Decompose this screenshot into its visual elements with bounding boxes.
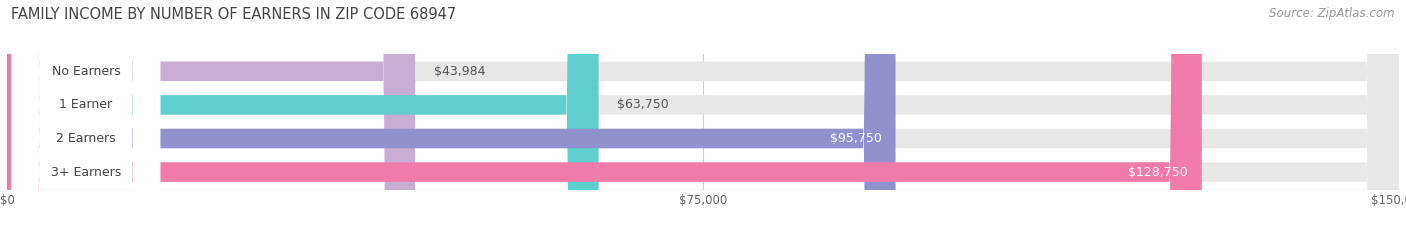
Bar bbox=[7, 155, 1399, 189]
Text: 2 Earners: 2 Earners bbox=[56, 132, 115, 145]
Text: Source: ZipAtlas.com: Source: ZipAtlas.com bbox=[1270, 7, 1395, 20]
FancyBboxPatch shape bbox=[7, 0, 415, 234]
Bar bbox=[7, 55, 1399, 88]
Text: 1 Earner: 1 Earner bbox=[59, 98, 112, 111]
FancyBboxPatch shape bbox=[7, 0, 1399, 234]
Text: FAMILY INCOME BY NUMBER OF EARNERS IN ZIP CODE 68947: FAMILY INCOME BY NUMBER OF EARNERS IN ZI… bbox=[11, 7, 457, 22]
Text: $63,750: $63,750 bbox=[617, 98, 669, 111]
FancyBboxPatch shape bbox=[7, 0, 1202, 234]
FancyBboxPatch shape bbox=[11, 0, 160, 234]
Text: No Earners: No Earners bbox=[52, 65, 121, 78]
FancyBboxPatch shape bbox=[7, 0, 1399, 234]
FancyBboxPatch shape bbox=[11, 0, 160, 234]
FancyBboxPatch shape bbox=[11, 0, 160, 234]
FancyBboxPatch shape bbox=[11, 0, 160, 234]
FancyBboxPatch shape bbox=[7, 0, 896, 234]
Text: $43,984: $43,984 bbox=[433, 65, 485, 78]
Text: 3+ Earners: 3+ Earners bbox=[51, 166, 121, 179]
FancyBboxPatch shape bbox=[7, 0, 1399, 234]
FancyBboxPatch shape bbox=[7, 0, 599, 234]
FancyBboxPatch shape bbox=[7, 0, 1399, 234]
Text: $128,750: $128,750 bbox=[1128, 166, 1188, 179]
Text: $95,750: $95,750 bbox=[830, 132, 882, 145]
Bar bbox=[7, 88, 1399, 122]
Bar bbox=[7, 122, 1399, 155]
